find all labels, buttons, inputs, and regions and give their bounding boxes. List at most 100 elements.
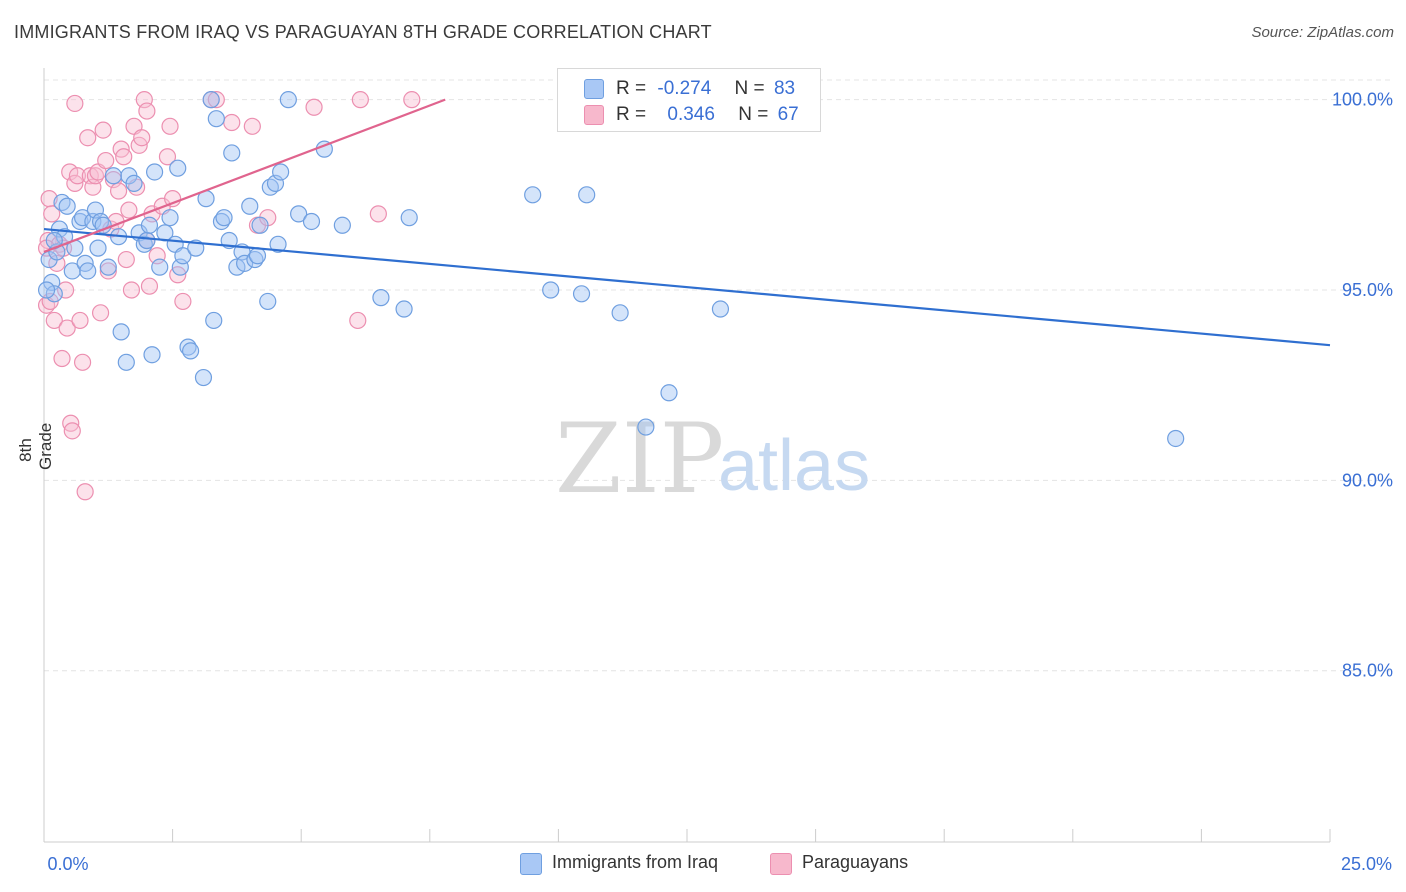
legend-swatch-paraguayans	[770, 853, 792, 875]
iraq-point	[223, 144, 241, 162]
iraq-point	[215, 209, 233, 227]
paraguayans-point	[66, 94, 84, 113]
iraq-point	[58, 197, 76, 215]
paraguayans-point	[94, 121, 112, 139]
paraguayans-point	[76, 483, 94, 501]
paraguayans-point	[349, 311, 367, 330]
iraq-point	[236, 254, 254, 272]
iraq-point	[161, 209, 179, 227]
r-label: R =	[616, 104, 647, 125]
iraq-point	[290, 205, 308, 223]
x-tick-label-max: 25.0%	[1341, 854, 1392, 874]
iraq-point	[73, 209, 92, 227]
x-tick-label-min: 0.0%	[47, 854, 88, 874]
iraq-point	[79, 262, 97, 280]
iraq-point	[182, 342, 200, 360]
paraguayans-point	[207, 91, 225, 109]
y-tick-label: 85.0%	[1342, 661, 1393, 681]
paraguayans-point	[63, 422, 81, 440]
paraguayans-point	[57, 281, 75, 299]
paraguayans-point	[71, 311, 89, 330]
paraguayans-point	[158, 148, 177, 166]
iraq-point	[279, 91, 297, 109]
r-value-paraguayans: 0.346	[667, 104, 715, 125]
y-tick-label: 90.0%	[1342, 470, 1393, 490]
legend-label-iraq: Immigrants from Iraq	[552, 852, 719, 872]
paraguayans-point	[223, 113, 241, 132]
iraq-point	[660, 384, 678, 402]
paraguayans-point	[174, 292, 192, 311]
trend-line-paraguayans	[43, 98, 446, 253]
iraq-point	[202, 91, 220, 109]
iraq-point	[169, 159, 187, 177]
paraguayans-point	[122, 281, 141, 299]
tick-labels: 85.0% 90.0% 95.0% 100.0% 0.0% 25.0%	[47, 90, 1393, 874]
iraq-point	[259, 292, 277, 311]
iraq-point	[112, 323, 130, 341]
chart-title: IMMIGRANTS FROM IRAQ VS PARAGUAYAN 8TH G…	[14, 22, 712, 42]
series-iraq-points	[37, 91, 1185, 448]
iraq-point	[241, 197, 259, 215]
r-label: R =	[616, 78, 647, 99]
paraguayans-point	[97, 151, 115, 170]
iraq-point	[400, 209, 418, 227]
iraq-point	[207, 110, 225, 128]
y-tick-label: 100.0%	[1332, 90, 1393, 110]
gridlines	[44, 79, 1392, 672]
n-value-iraq: 83	[773, 78, 796, 99]
iraq-point	[333, 216, 351, 234]
iraq-point	[138, 231, 156, 250]
iraq-point	[542, 281, 560, 299]
paraguayans-point	[43, 205, 61, 223]
paraguayans-point	[138, 102, 156, 120]
iraq-point	[117, 353, 135, 371]
iraq-point	[272, 163, 290, 181]
iraq-point	[711, 300, 730, 318]
paraguayans-point	[58, 319, 76, 337]
iraq-point	[104, 167, 123, 185]
iraq-point	[174, 247, 192, 265]
iraq-point	[372, 289, 390, 307]
n-value-paraguayans: 67	[777, 104, 799, 125]
paraguayans-point	[79, 129, 97, 147]
iraq-point	[637, 418, 655, 436]
r-value-iraq: -0.274	[657, 78, 712, 99]
legend-swatch-iraq	[584, 79, 604, 99]
iraq-point	[302, 212, 321, 231]
paraguayans-point	[161, 117, 179, 135]
iraq-point	[572, 285, 591, 303]
iraq-point	[140, 216, 159, 234]
iraq-point	[1167, 429, 1185, 448]
n-label: N =	[734, 78, 765, 99]
iraq-point	[205, 311, 223, 330]
trend-lines	[43, 98, 1331, 347]
paraguayans-point	[73, 353, 92, 371]
iraq-point	[251, 216, 269, 234]
iraq-point	[37, 281, 56, 299]
paraguayans-point	[120, 201, 138, 219]
paraguayans-point	[109, 182, 128, 200]
paraguayans-point	[45, 311, 63, 330]
paraguayans-point	[369, 205, 387, 223]
iraq-point	[125, 174, 143, 193]
paraguayans-point	[243, 117, 261, 135]
paraguayans-point	[403, 91, 421, 109]
y-tick-label: 95.0%	[1342, 280, 1393, 300]
iraq-point	[269, 235, 287, 253]
paraguayans-point	[68, 167, 87, 185]
legend-label-paraguayans: Paraguayans	[802, 852, 909, 872]
trend-line-iraq	[43, 227, 1331, 347]
paraguayans-point	[305, 98, 323, 116]
iraq-point	[151, 258, 169, 276]
iraq-point	[248, 247, 267, 265]
correlation-legend: R = -0.274 N = 83 R = 0.346 N = 67	[557, 68, 821, 132]
paraguayans-point	[53, 349, 71, 368]
series-paraguayans-points	[37, 91, 421, 501]
paraguayans-point	[115, 148, 133, 166]
iraq-point	[45, 285, 63, 303]
iraq-point	[395, 300, 413, 318]
iraq-point	[228, 258, 246, 276]
paraguayans-point	[351, 91, 369, 109]
